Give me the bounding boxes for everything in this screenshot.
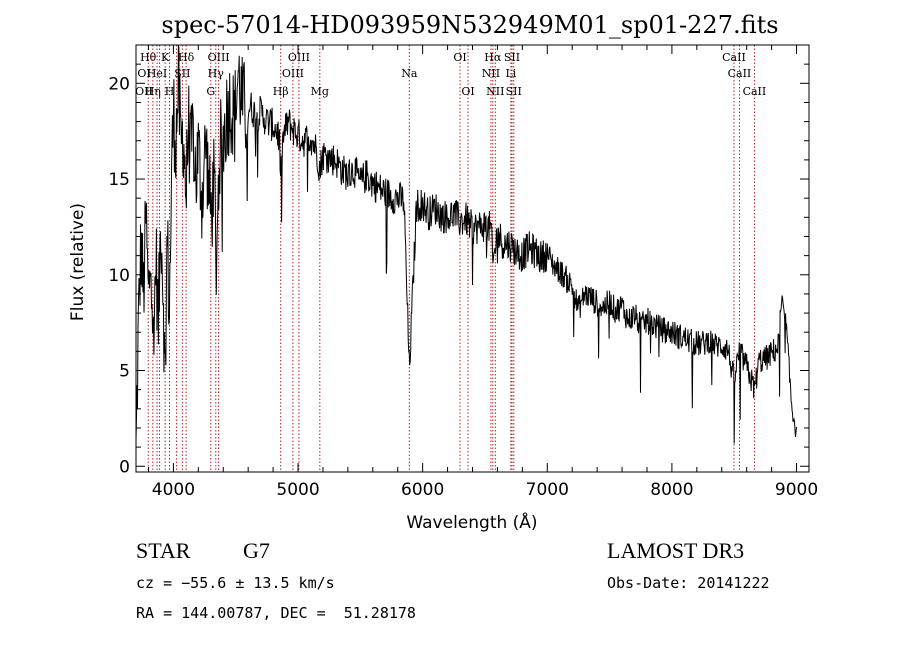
- line-label: OIII: [282, 67, 304, 80]
- line-label: Na: [401, 67, 418, 80]
- line-label: SII: [504, 51, 520, 64]
- coordinates: RA = 144.00787, DEC = 51.28178: [136, 604, 416, 622]
- line-label: OIII: [288, 51, 310, 64]
- x-tick-label: 6000: [401, 480, 444, 500]
- y-tick-label: 5: [119, 362, 130, 382]
- y-axis-ticks: 0 5 10 15 20: [108, 63, 809, 477]
- line-label: Li: [505, 67, 516, 80]
- line-label: Hα: [484, 51, 502, 64]
- line-label: OI: [453, 51, 466, 64]
- x-tick-label: 9000: [775, 480, 818, 500]
- line-label: Hγ: [208, 67, 225, 80]
- line-label: CaII: [722, 51, 746, 64]
- emission-line-markers: [147, 45, 755, 472]
- line-label: SII: [506, 85, 522, 98]
- spectral-subclass: G7: [243, 538, 270, 563]
- line-label: NII: [482, 67, 500, 80]
- y-axis-label: Flux (relative): [68, 203, 88, 321]
- object-class: STAR: [136, 538, 191, 563]
- line-label: CaII: [728, 67, 752, 80]
- y-tick-label: 15: [108, 170, 130, 190]
- x-tick-label: 5000: [276, 480, 319, 500]
- line-label: OII: [135, 85, 153, 98]
- line-label: Hδ: [178, 51, 195, 64]
- line-label: K: [161, 51, 170, 64]
- line-label: G: [206, 85, 215, 98]
- x-tick-label: 8000: [650, 480, 693, 500]
- x-axis-ticks: 4000 5000 6000 7000 8000 9000: [147, 45, 818, 500]
- line-label: Hη: [145, 85, 161, 98]
- survey-name: LAMOST DR3: [607, 538, 745, 563]
- chart-title: spec-57014-HD093959N532949M01_sp01-227.f…: [161, 11, 778, 39]
- spectrum-line: [135, 44, 797, 444]
- line-label: HeI: [147, 67, 167, 80]
- line-label: CaII: [743, 85, 767, 98]
- x-tick-label: 4000: [152, 480, 195, 500]
- redshift-value: cz = −55.6 ± 13.5 km/s: [136, 574, 335, 592]
- line-label: OIII: [208, 51, 230, 64]
- line-label: OI: [137, 67, 150, 80]
- observation-date: Obs-Date: 20141222: [607, 574, 770, 592]
- x-tick-label: 7000: [526, 480, 569, 500]
- emission-line-labels: Hθ Hη HeI K H SII Hδ G Hγ OIII Hβ OIII OIII Mg Na OI OI N…: [135, 51, 766, 98]
- y-tick-label: 10: [108, 266, 130, 286]
- line-label: Hβ: [273, 85, 289, 98]
- line-label: Mg: [311, 85, 329, 98]
- line-label: OI: [461, 85, 474, 98]
- y-tick-label: 20: [108, 74, 130, 94]
- line-label: SII: [174, 67, 190, 80]
- line-label: H: [165, 85, 175, 98]
- line-label: Hθ: [140, 51, 157, 64]
- line-label: NII: [486, 85, 504, 98]
- x-axis-label: Wavelength (Å): [406, 511, 537, 533]
- y-tick-label: 0: [119, 457, 130, 477]
